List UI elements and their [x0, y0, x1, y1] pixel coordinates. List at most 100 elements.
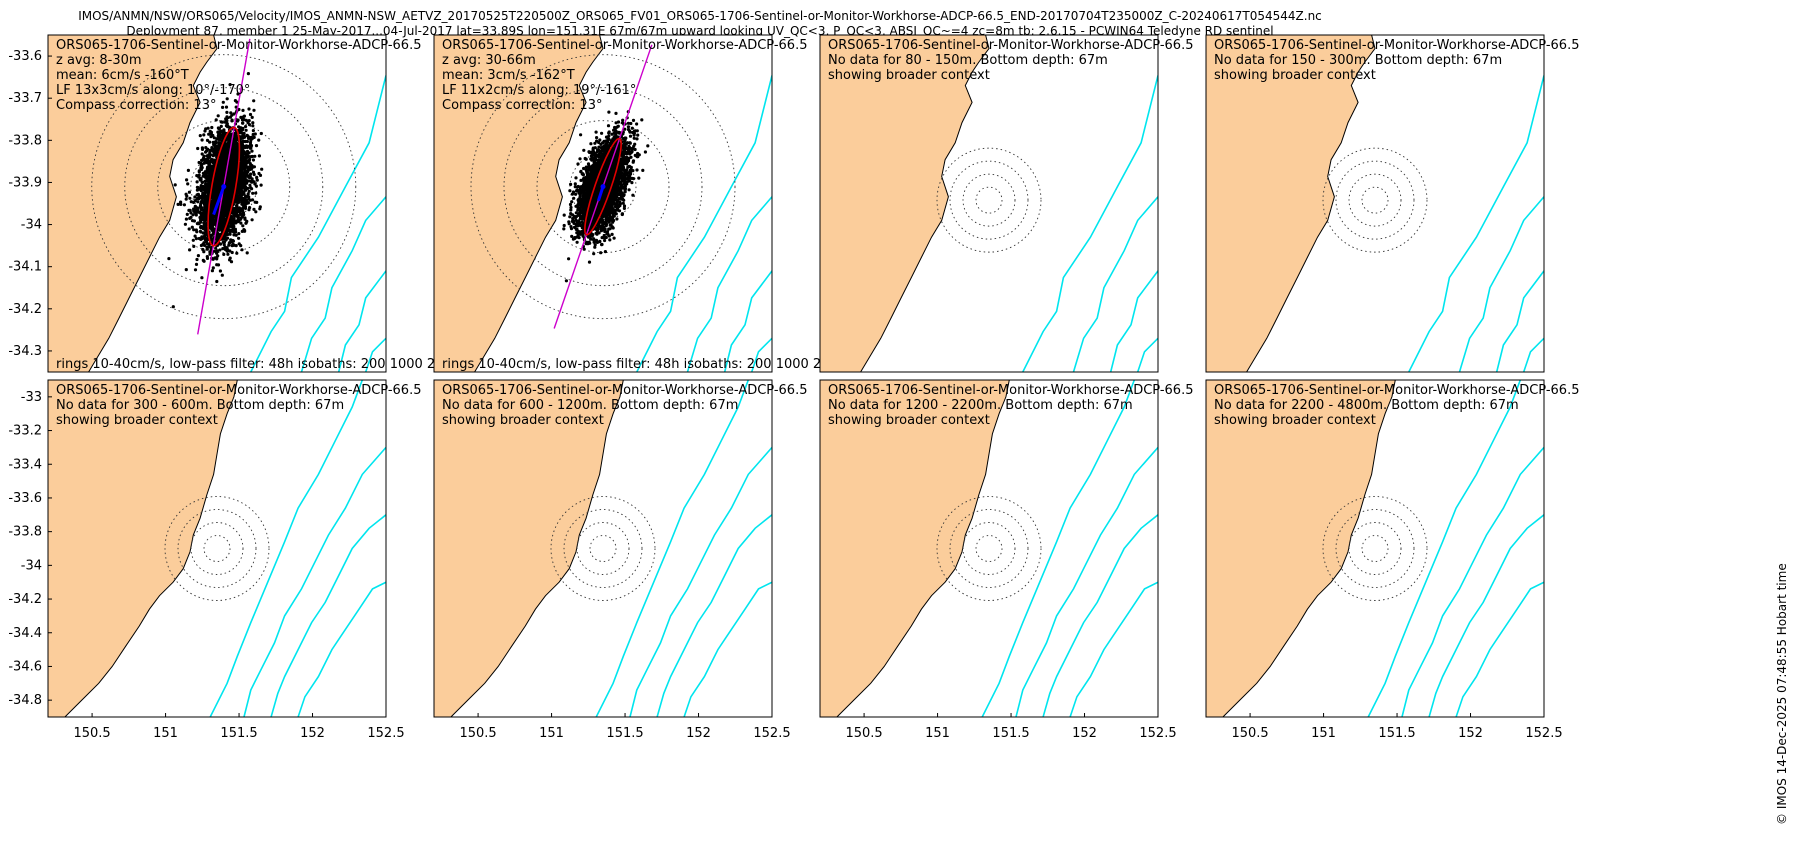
scatter-point: [236, 191, 240, 195]
scatter-point: [253, 182, 257, 186]
scatter-point: [209, 148, 213, 152]
scatter-point: [196, 200, 200, 204]
scatter-point: [228, 258, 232, 262]
scatter-point: [211, 133, 215, 138]
scatter-point: [199, 230, 203, 234]
scatter-point: [212, 163, 216, 167]
scatter-point: [211, 140, 215, 144]
scatter-point: [242, 131, 246, 135]
scatter-point: [240, 160, 244, 164]
scatter-point: [214, 218, 218, 222]
scatter-point: [241, 121, 245, 125]
scatter-point: [593, 243, 597, 247]
scatter-point: [216, 167, 220, 171]
scatter-point: [250, 218, 254, 222]
scatter-point: [247, 107, 251, 111]
scatter-point: [200, 162, 204, 166]
scatter-point: [241, 139, 245, 144]
scatter-point: [197, 170, 201, 174]
scatter-point: [604, 135, 609, 139]
scatter-point: [239, 244, 243, 248]
scatter-point: [573, 185, 577, 189]
scatter-point: [196, 206, 200, 210]
scatter-point: [228, 249, 232, 253]
scatter-point: [209, 235, 213, 239]
scatter-point: [237, 200, 241, 204]
scatter-point: [251, 191, 255, 195]
scatter-point: [208, 252, 212, 256]
scatter-point: [600, 131, 604, 135]
isobath-line: [337, 270, 386, 372]
scatter-point: [219, 160, 223, 164]
scatter-point: [245, 159, 249, 163]
scatter-point: [243, 176, 247, 180]
scatter-point: [222, 128, 226, 132]
scatter-point: [213, 197, 217, 201]
scatter-point: [582, 247, 586, 251]
scatter-point: [247, 189, 251, 193]
scatter-point: [251, 132, 255, 137]
scatter-point: [249, 138, 253, 142]
scatter-point: [216, 254, 220, 258]
scatter-point: [201, 231, 205, 235]
scatter-point: [237, 206, 241, 210]
scatter-point: [251, 170, 256, 174]
scatter-point: [248, 176, 252, 180]
scatter-point: [241, 180, 245, 184]
scatter-point: [216, 137, 220, 141]
scatter-point: [589, 142, 593, 146]
scatter-point: [201, 174, 205, 178]
scatter-point: [217, 171, 221, 175]
scatter-point: [226, 252, 230, 256]
scatter-point: [210, 208, 214, 213]
scatter-point: [227, 206, 231, 210]
scatter-point: [576, 162, 580, 166]
scatter-point: [574, 211, 578, 215]
scatter-point: [199, 167, 203, 172]
scatter-point: [236, 219, 241, 223]
scatter-point: [225, 97, 229, 101]
scatter-point: [241, 224, 245, 228]
scatter-point: [216, 177, 220, 181]
scatter-point: [247, 151, 251, 155]
scatter-point: [189, 211, 193, 215]
scatter-point: [610, 232, 614, 236]
panel-frame: [47, 34, 387, 373]
scatter-point: [183, 222, 187, 226]
scatter-point: [227, 142, 231, 146]
scatter-point: [196, 208, 200, 212]
scatter-point: [226, 124, 230, 128]
panel-info-line: mean: 6cm/s -160°T: [56, 68, 189, 83]
land-coastline: [434, 35, 604, 372]
scatter-point: [229, 193, 234, 197]
scatter-point: [204, 157, 209, 161]
scatter-point: [206, 126, 210, 130]
scatter-point: [234, 165, 238, 170]
scatter-point: [234, 154, 238, 158]
panel-header: ORS065-1706-Sentinel-or-Monitor-Workhors…: [56, 38, 422, 53]
panel-info-line: Compass correction: 13°: [56, 98, 216, 113]
scatter-point: [199, 226, 203, 230]
scatter-point: [242, 213, 246, 217]
scatter-point: [192, 219, 196, 223]
scatter-point: [232, 233, 236, 237]
scatter-point: [247, 154, 251, 159]
scatter-point: [201, 247, 205, 252]
scatter-point: [220, 180, 224, 184]
scatter-point: [184, 217, 188, 221]
scatter-point: [250, 149, 254, 153]
scatter-point: [193, 195, 197, 199]
scatter-point: [612, 236, 616, 240]
scatter-point: [223, 131, 227, 135]
scatter-point: [223, 219, 227, 223]
scatter-point: [196, 146, 200, 151]
y-tick-label: -33.8: [8, 133, 42, 148]
scatter-point: [189, 215, 193, 219]
scatter-point: [240, 248, 244, 252]
panel-text: ORS065-1706-Sentinel-or-Monitor-Workhors…: [56, 38, 510, 372]
scatter-point: [218, 269, 222, 273]
scatter-point: [232, 221, 236, 225]
scatter-point: [230, 172, 234, 176]
scatter-point: [191, 213, 195, 217]
scatter-point: [225, 201, 229, 205]
